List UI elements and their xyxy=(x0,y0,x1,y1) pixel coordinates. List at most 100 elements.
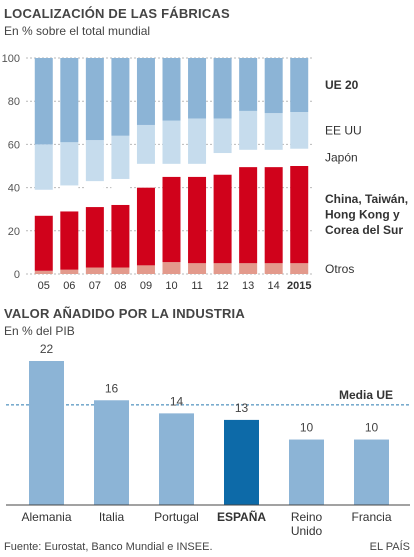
bar-segment xyxy=(162,176,181,263)
bar-segment xyxy=(85,181,104,208)
bar-segment xyxy=(111,178,130,205)
bar-segment xyxy=(162,58,181,121)
bar-segment xyxy=(136,58,155,125)
bar-segment xyxy=(85,267,104,274)
chart1-title: LOCALIZACIÓN DE LAS FÁBRICAS xyxy=(4,6,230,21)
bar-segment xyxy=(111,204,130,268)
bar xyxy=(29,361,64,505)
source-note: Fuente: Eurostat, Banco Mundial e INSEE. xyxy=(4,541,213,553)
bar-segment xyxy=(111,58,130,136)
series-label: EE UU xyxy=(325,123,362,137)
bar-segment xyxy=(290,112,309,149)
bar-segment xyxy=(136,163,155,188)
bar xyxy=(94,400,129,505)
bar-segment xyxy=(213,118,232,154)
y-tick-label: 80 xyxy=(8,96,20,108)
category-label: Portugal xyxy=(154,510,199,524)
bar-segment xyxy=(213,58,232,119)
bar-segment xyxy=(34,58,53,145)
bar-segment xyxy=(136,265,155,274)
bar-segment xyxy=(290,148,309,166)
reference-label: Media UE xyxy=(339,388,393,402)
bar-segment xyxy=(239,58,258,111)
x-tick-label: 05 xyxy=(38,280,50,292)
category-label: Reino Unido xyxy=(291,510,323,538)
bar-segment xyxy=(34,144,53,190)
factory-location-chart: 0 20 40 60 80 100 05 06 07 08 09 10 11 12 13 14 2015 UE 2… xyxy=(2,53,408,292)
x-tick-label: 12 xyxy=(216,280,228,292)
series-label: China, Taiwán, Hong Kong y Corea del Sur xyxy=(325,192,408,237)
bar-segment xyxy=(85,58,104,141)
bar-segment xyxy=(60,211,79,270)
x-tick-label: 14 xyxy=(268,280,280,292)
x-tick-label: 06 xyxy=(63,280,75,292)
bar-segment xyxy=(34,189,53,216)
y-tick-label: 60 xyxy=(8,139,20,151)
category-label: Italia xyxy=(99,510,125,524)
bar-segment xyxy=(60,58,79,143)
bar-segment xyxy=(188,118,207,164)
x-tick-label: 2015 xyxy=(287,280,311,292)
bar-segment xyxy=(162,120,181,164)
value-label: 16 xyxy=(105,381,119,395)
x-tick-label: 13 xyxy=(242,280,254,292)
bar-segment xyxy=(213,153,232,175)
series-label: Japón xyxy=(325,150,358,164)
category-label: ESPAÑA xyxy=(217,509,266,524)
bar-segment xyxy=(239,110,258,150)
chart1-subtitle: En % sobre el total mundial xyxy=(4,24,150,38)
series-label: Otros xyxy=(325,262,354,276)
value-label: 14 xyxy=(170,394,184,408)
bar-segment xyxy=(111,135,130,179)
bar-segment xyxy=(264,58,283,114)
x-tick-label: 07 xyxy=(89,280,101,292)
publisher-credit: EL PAÍS xyxy=(370,540,410,553)
value-label: 10 xyxy=(300,421,314,435)
bar-segment xyxy=(188,176,207,264)
y-tick-label: 0 xyxy=(14,269,20,281)
bar-segment xyxy=(290,166,309,264)
bar-segment xyxy=(85,140,104,182)
bar xyxy=(224,419,259,505)
bar-segment xyxy=(264,263,283,274)
bar-segment xyxy=(162,262,181,274)
bar-segment xyxy=(264,167,283,264)
category-label: Alemania xyxy=(21,510,71,524)
bar-segment xyxy=(188,263,207,274)
bar xyxy=(289,439,324,505)
series-label: UE 20 xyxy=(325,78,359,92)
bar-segment xyxy=(34,215,53,271)
bar xyxy=(159,413,194,505)
value-label: 13 xyxy=(235,401,249,415)
bar-segment xyxy=(264,149,283,168)
bar-segment xyxy=(111,267,130,274)
bar-segment xyxy=(60,142,79,186)
bar-segment xyxy=(213,174,232,264)
bar xyxy=(354,439,389,505)
bar-segment xyxy=(34,270,53,274)
y-tick-label: 40 xyxy=(8,183,20,195)
x-tick-label: 11 xyxy=(191,280,202,292)
bar-segment xyxy=(162,163,181,177)
bar-segment xyxy=(60,185,79,212)
bar-segment xyxy=(85,207,104,268)
bar-segment xyxy=(239,263,258,274)
bar-segment xyxy=(239,167,258,264)
bar-segment xyxy=(264,113,283,150)
bar-segment xyxy=(60,269,79,274)
bar-segment xyxy=(290,58,309,112)
bar-segment xyxy=(188,163,207,177)
value-label: 22 xyxy=(40,342,54,356)
bar-segment xyxy=(188,58,207,119)
x-tick-label: 09 xyxy=(140,280,152,292)
category-label: Francia xyxy=(351,510,391,524)
value-label: 10 xyxy=(365,421,379,435)
chart2-subtitle: En % del PIB xyxy=(4,324,75,338)
y-tick-label: 100 xyxy=(2,53,20,65)
bar-segment xyxy=(213,263,232,274)
bar-segment xyxy=(136,187,155,266)
y-tick-label: 20 xyxy=(8,226,20,238)
x-tick-label: 08 xyxy=(114,280,126,292)
bar-segment xyxy=(136,124,155,164)
